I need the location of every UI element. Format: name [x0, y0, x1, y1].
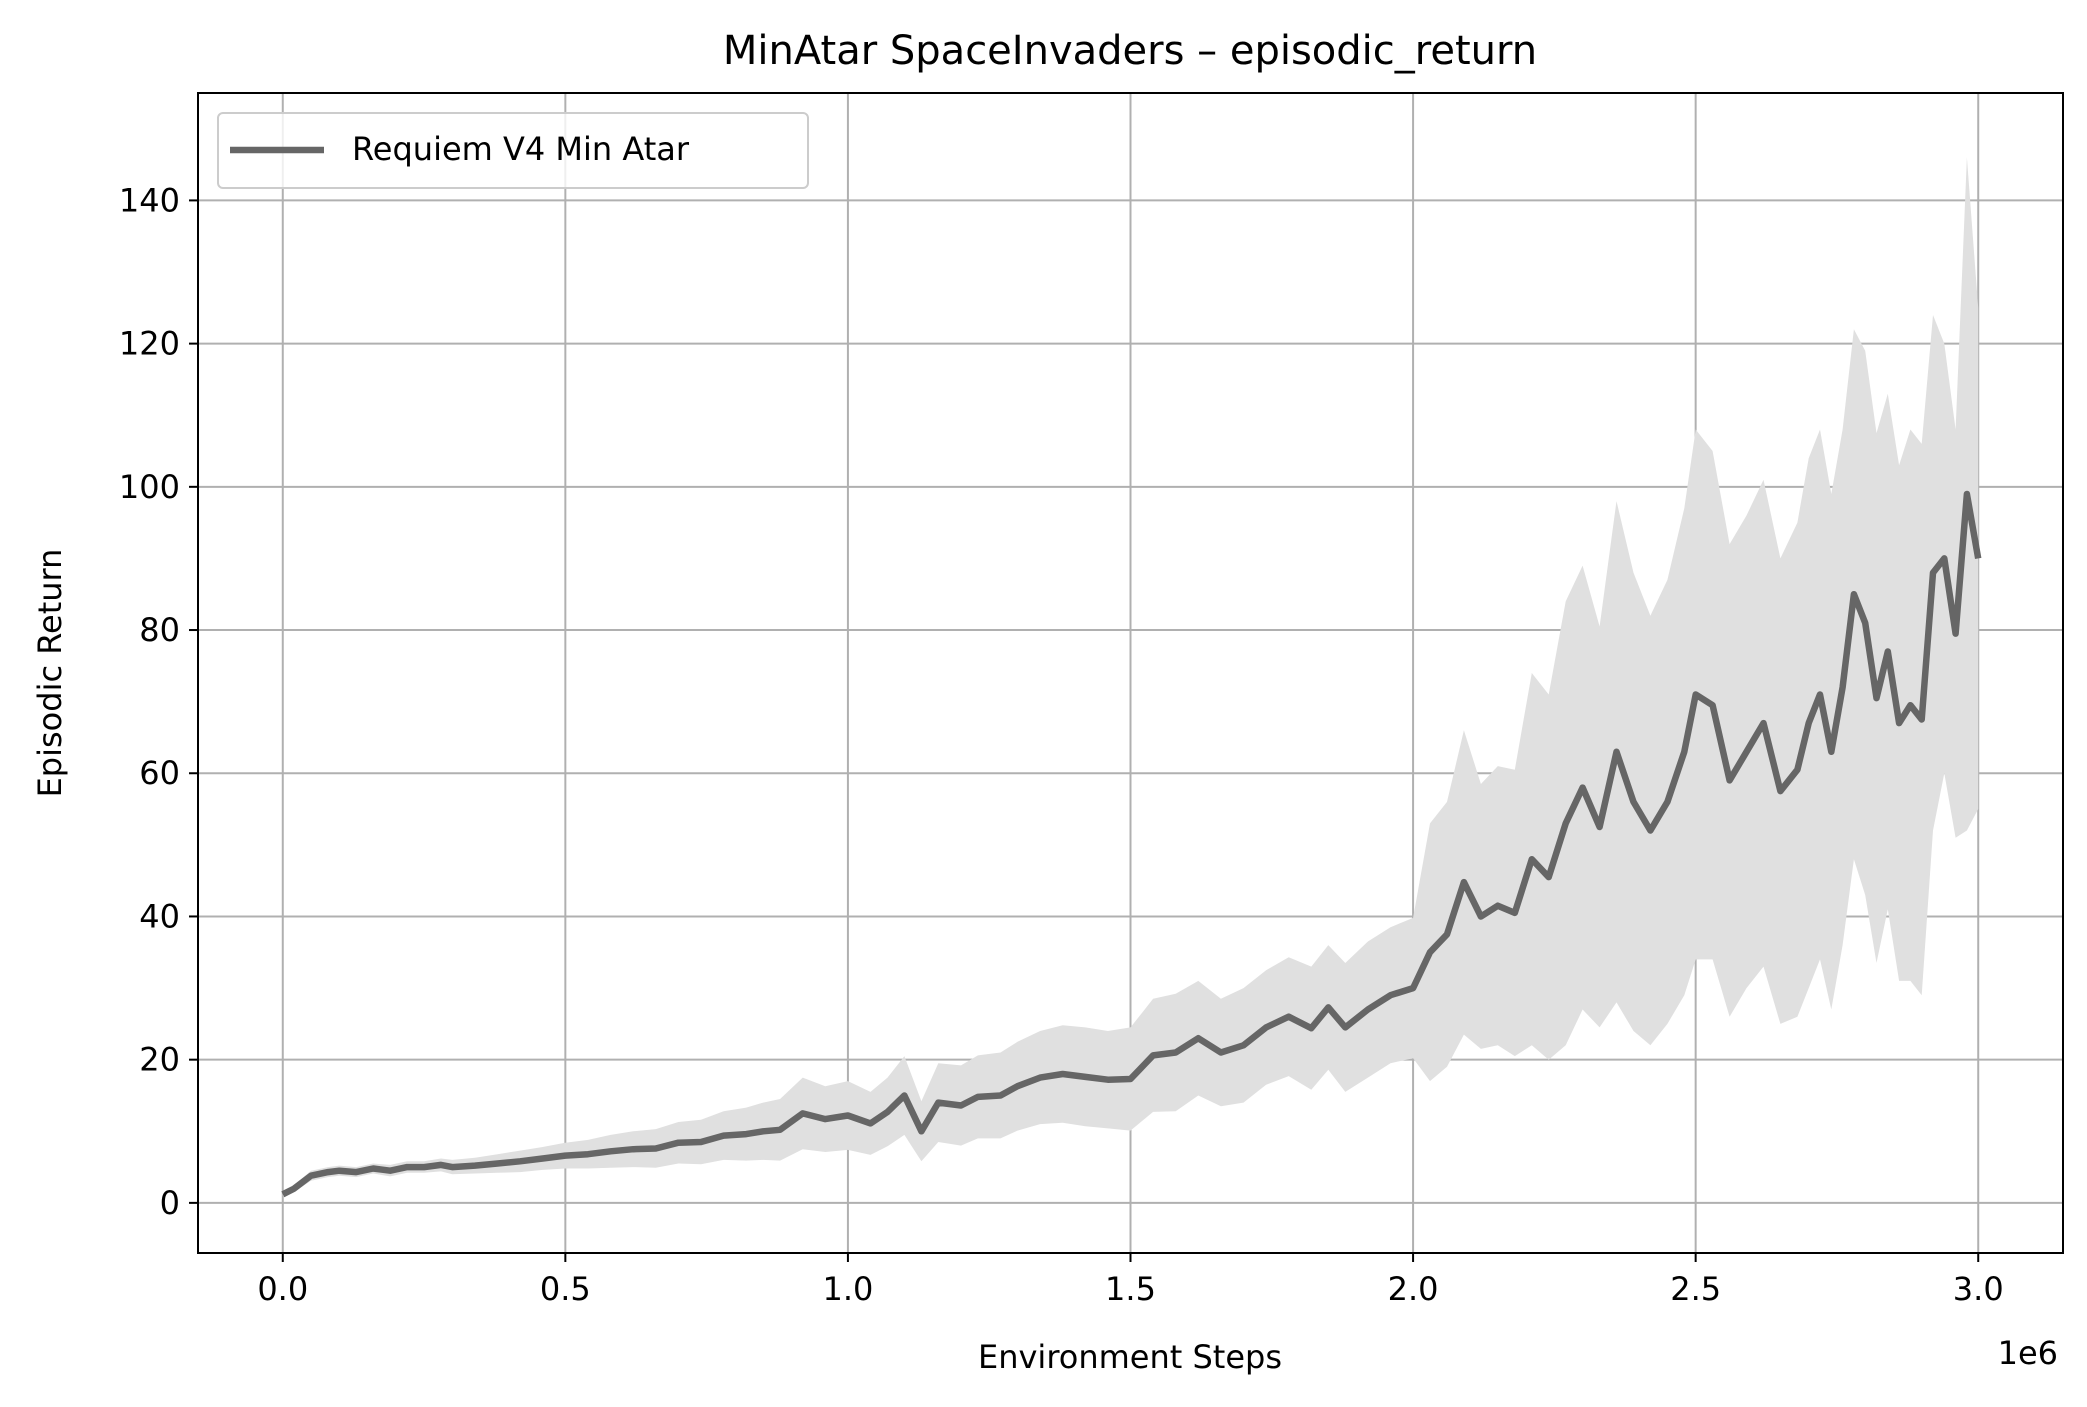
x-tick-label: 1.5 — [1105, 1270, 1156, 1308]
x-offset-label: 1e6 — [1998, 1334, 2058, 1372]
legend: Requiem V4 Min Atar — [217, 112, 809, 189]
chart-title: MinAtar SpaceInvaders – episodic_return — [723, 28, 1537, 74]
x-axis-label: Environment Steps — [978, 1338, 1282, 1376]
legend-label: Requiem V4 Min Atar — [352, 130, 690, 168]
y-axis-label: Episodic Return — [31, 549, 69, 798]
y-tick-label: 80 — [139, 611, 180, 649]
y-tick-label: 40 — [139, 897, 180, 935]
x-tick-label: 3.0 — [1953, 1270, 2004, 1308]
x-tick-label: 0.0 — [257, 1270, 308, 1308]
confidence-band — [282, 157, 1979, 1197]
y-tick-label: 60 — [139, 754, 180, 792]
x-tick-label: 2.0 — [1388, 1270, 1439, 1308]
series-line — [281, 490, 1982, 1198]
x-axis: 0.0 0.5 1.0 1.5 2.0 2.5 3.0 — [257, 1253, 2004, 1308]
x-tick-label: 1.0 — [822, 1270, 873, 1308]
x-tick-label: 2.5 — [1670, 1270, 1721, 1308]
y-tick-label: 100 — [119, 468, 180, 506]
y-tick-label: 0 — [160, 1184, 180, 1222]
legend-box — [217, 112, 809, 189]
y-tick-label: 140 — [119, 181, 180, 219]
x-tick-label: 0.5 — [540, 1270, 591, 1308]
y-tick-label: 20 — [139, 1041, 180, 1079]
y-axis: 0 20 40 60 80 100 120 140 — [119, 181, 198, 1222]
y-tick-label: 120 — [119, 325, 180, 363]
